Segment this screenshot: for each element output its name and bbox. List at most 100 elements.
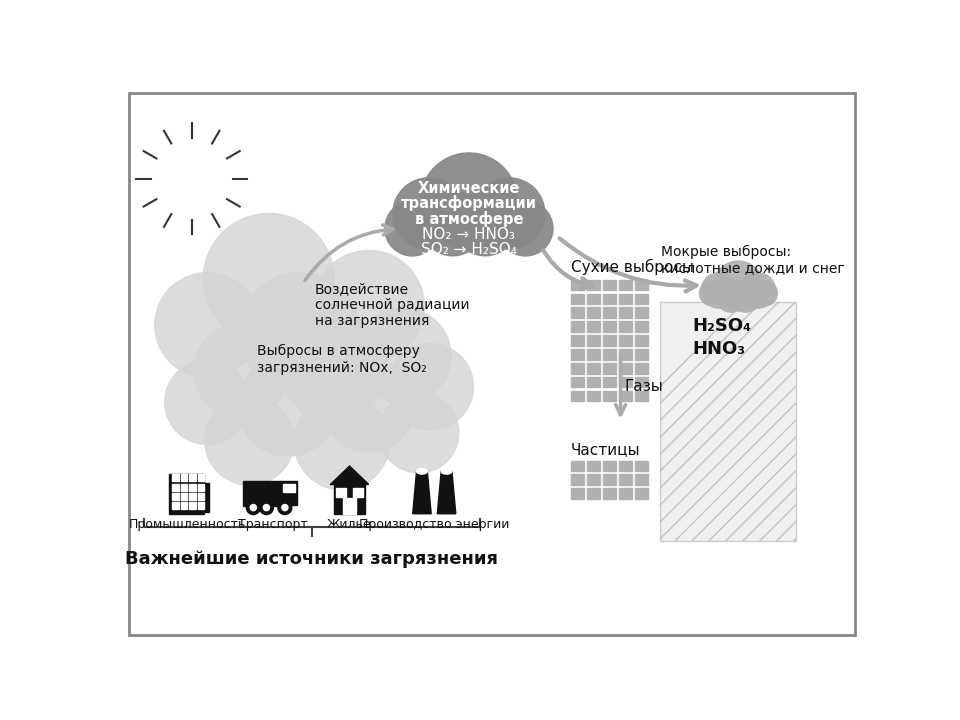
Bar (570, 279, 584, 290)
Bar (619, 321, 632, 332)
Bar (570, 474, 584, 485)
Bar (603, 349, 616, 360)
Circle shape (713, 261, 763, 310)
Bar (587, 294, 600, 305)
Bar (636, 461, 648, 472)
Bar (570, 488, 584, 499)
Bar (603, 474, 616, 485)
Bar (603, 349, 616, 360)
Bar (198, 503, 204, 509)
Bar (587, 377, 600, 387)
Bar (636, 294, 648, 305)
Circle shape (294, 395, 390, 490)
Bar (570, 321, 584, 332)
Bar (587, 349, 600, 360)
Bar (336, 487, 346, 497)
Bar (619, 474, 632, 485)
Bar (603, 294, 616, 305)
Bar (603, 307, 616, 318)
Bar (603, 390, 616, 401)
Bar (570, 321, 584, 332)
Bar (587, 363, 600, 374)
Ellipse shape (417, 469, 427, 474)
FancyBboxPatch shape (129, 93, 855, 634)
Circle shape (194, 323, 290, 419)
Bar (636, 321, 648, 332)
Bar (603, 461, 616, 472)
Circle shape (280, 313, 388, 421)
Bar (587, 390, 600, 401)
Circle shape (730, 280, 761, 312)
Bar (636, 279, 648, 290)
Bar (619, 349, 632, 360)
Bar (334, 485, 365, 514)
Bar (603, 321, 616, 332)
Bar (587, 488, 600, 499)
Bar (636, 390, 648, 401)
Bar (603, 279, 616, 290)
Circle shape (498, 201, 553, 256)
Bar (587, 307, 600, 318)
Bar (587, 488, 600, 499)
Bar (189, 503, 196, 509)
Bar (636, 279, 648, 290)
Bar (282, 485, 295, 492)
Bar (619, 279, 632, 290)
Bar (198, 493, 204, 500)
Bar (587, 335, 600, 346)
Bar (603, 307, 616, 318)
Circle shape (323, 360, 415, 452)
Bar (587, 321, 600, 332)
Bar (619, 307, 632, 318)
Circle shape (251, 505, 256, 510)
Text: Производство энергии: Производство энергии (359, 518, 510, 531)
Text: Химические: Химические (418, 181, 520, 196)
Bar (603, 377, 616, 387)
Bar (603, 279, 616, 290)
Bar (189, 493, 196, 500)
Bar (570, 390, 584, 401)
Bar (619, 363, 632, 374)
Bar (619, 474, 632, 485)
Bar (243, 482, 280, 506)
Circle shape (379, 393, 459, 473)
Bar (587, 279, 600, 290)
Bar (570, 461, 584, 472)
Bar (180, 474, 187, 482)
Bar (619, 488, 632, 499)
Bar (189, 484, 196, 490)
Circle shape (313, 251, 424, 361)
Polygon shape (438, 472, 456, 514)
Circle shape (420, 153, 517, 250)
Bar (619, 461, 632, 472)
Circle shape (239, 273, 360, 393)
Bar (570, 349, 584, 360)
Bar (587, 461, 600, 472)
Polygon shape (330, 466, 369, 485)
Bar (587, 335, 600, 346)
Bar (180, 484, 187, 490)
Bar (344, 498, 356, 514)
Text: Газы: Газы (624, 379, 663, 394)
Bar (587, 279, 600, 290)
Bar (173, 484, 179, 490)
Circle shape (247, 500, 260, 515)
Bar (603, 321, 616, 332)
Circle shape (263, 505, 270, 510)
Circle shape (701, 273, 736, 308)
Text: Транспорт: Транспорт (238, 518, 307, 531)
Bar (636, 488, 648, 499)
Bar (619, 349, 632, 360)
Circle shape (356, 308, 451, 404)
Bar (636, 349, 648, 360)
Bar (570, 335, 584, 346)
Bar (603, 461, 616, 472)
Bar (636, 363, 648, 374)
Bar (570, 279, 584, 290)
Bar (619, 335, 632, 346)
Text: HNO₃: HNO₃ (692, 341, 745, 359)
Bar (570, 363, 584, 374)
Bar (587, 377, 600, 387)
Bar (619, 377, 632, 387)
Bar (570, 474, 584, 485)
